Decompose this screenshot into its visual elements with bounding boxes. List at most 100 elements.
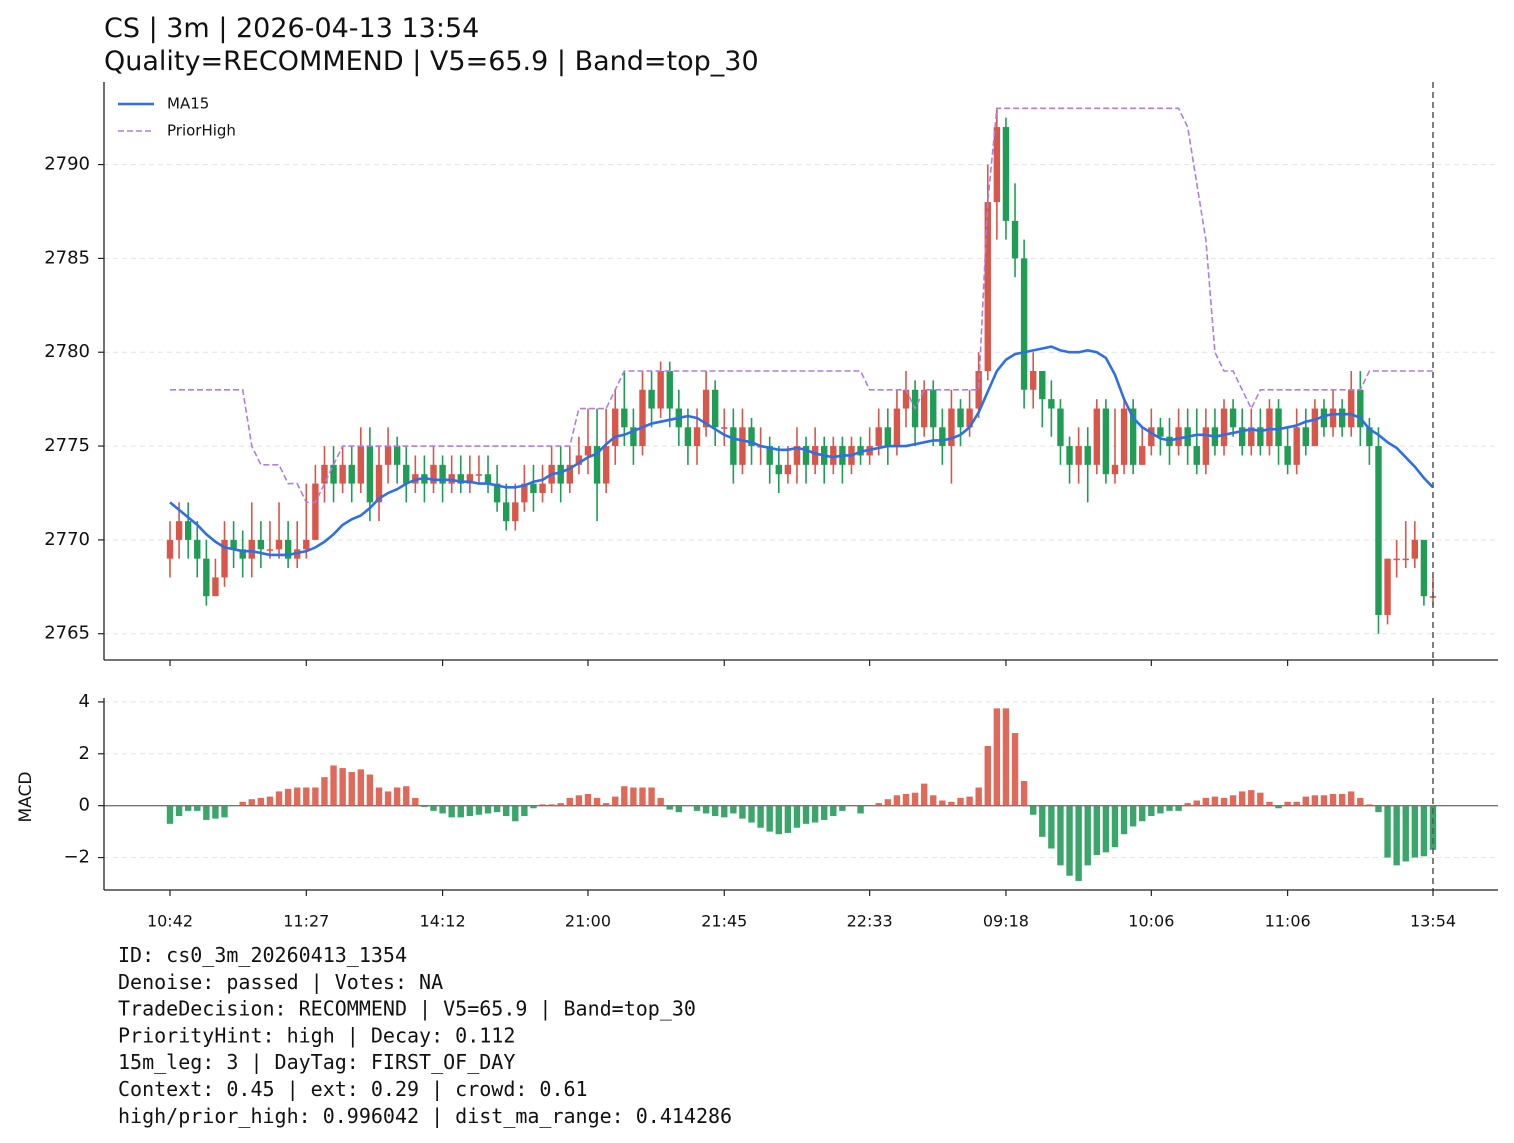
- x-tick-label: 10:06: [1128, 912, 1174, 931]
- bar: [830, 805, 837, 817]
- candle-body: [1384, 558, 1391, 615]
- candle-body: [693, 427, 701, 447]
- candle-body: [457, 474, 464, 484]
- candle-body: [575, 455, 583, 465]
- info-line: Denoise: passed | Votes: NA: [118, 970, 443, 994]
- candle-body: [557, 464, 564, 484]
- info-line: PriorityHint: high | Decay: 0.112: [118, 1023, 515, 1047]
- candle-body: [1338, 408, 1346, 428]
- candle-body: [939, 427, 946, 447]
- bar: [557, 803, 564, 806]
- legend-label: PriorHigh: [167, 122, 236, 140]
- bar: [1148, 805, 1155, 817]
- candle-body: [984, 202, 991, 371]
- bar: [775, 805, 782, 835]
- bar: [920, 783, 928, 806]
- candle-body: [1402, 558, 1409, 561]
- bar: [975, 787, 982, 806]
- candle-body: [1193, 446, 1200, 465]
- candle-body: [1102, 408, 1110, 475]
- y-tick-label: 0: [79, 795, 90, 816]
- bar: [512, 805, 519, 822]
- bar: [1020, 781, 1028, 806]
- candle-body: [484, 474, 492, 484]
- candle-body: [1238, 427, 1246, 447]
- x-tick-label: 09:18: [983, 912, 1029, 931]
- bar: [1102, 805, 1110, 853]
- candle-body: [1220, 408, 1228, 447]
- bar: [466, 805, 474, 817]
- info-line: high/prior_high: 0.996042 | dist_ma_rang…: [118, 1104, 732, 1128]
- bar: [1002, 708, 1010, 806]
- bar: [911, 792, 919, 806]
- bar: [1402, 805, 1409, 862]
- bar: [1066, 805, 1073, 876]
- bar: [1048, 805, 1055, 849]
- chart-subtitle: Quality=RECOMMEND | V5=65.9 | Band=top_3…: [104, 46, 759, 77]
- candle-body: [166, 539, 174, 559]
- bar: [475, 805, 483, 815]
- bar: [1139, 805, 1146, 822]
- bar: [1039, 805, 1046, 837]
- bar: [1329, 794, 1337, 806]
- candle-body: [1275, 408, 1282, 447]
- bar: [984, 746, 991, 806]
- bar: [312, 787, 319, 806]
- candle-body: [1248, 427, 1255, 447]
- candle-body: [212, 577, 219, 597]
- candle-body: [621, 408, 628, 428]
- candle-body: [948, 408, 955, 447]
- bar: [821, 805, 828, 820]
- bar: [584, 794, 592, 806]
- candle-body: [957, 408, 964, 428]
- bar: [284, 788, 292, 806]
- candle-body: [1039, 371, 1046, 400]
- candle-body: [384, 446, 392, 465]
- candle-body: [684, 427, 692, 447]
- bar: [175, 805, 183, 817]
- y-tick-label: −2: [63, 847, 90, 868]
- candle-body: [648, 389, 655, 409]
- candle-body: [512, 502, 519, 522]
- bar: [212, 805, 219, 819]
- x-tick-label: 21:00: [565, 912, 611, 931]
- bar: [1075, 805, 1082, 881]
- bar: [1011, 733, 1019, 806]
- y-axis-label: MACD: [16, 772, 36, 823]
- bar: [530, 805, 537, 809]
- x-tick-label: 21:45: [701, 912, 747, 931]
- info-line: 15m_leg: 3 | DayTag: FIRST_OF_DAY: [118, 1050, 515, 1074]
- candle-body: [430, 464, 437, 484]
- candle-body: [1084, 446, 1091, 465]
- bar: [1057, 805, 1064, 866]
- candle-body: [657, 371, 664, 409]
- candle-body: [584, 446, 592, 456]
- candle-body: [502, 502, 510, 522]
- bar: [648, 787, 655, 806]
- candle-body: [566, 464, 573, 484]
- y-tick-label: 2785: [44, 247, 90, 268]
- candle-body: [1139, 446, 1146, 465]
- bar: [275, 791, 283, 806]
- candle-body: [784, 464, 792, 475]
- bar: [730, 805, 737, 814]
- bar: [884, 799, 892, 806]
- bar: [630, 787, 637, 806]
- candle-body: [721, 427, 728, 429]
- bar: [966, 796, 973, 806]
- bar: [1257, 792, 1264, 806]
- bar: [403, 786, 410, 806]
- candle-body: [1075, 446, 1082, 465]
- candle-body: [1266, 408, 1273, 447]
- bar: [566, 797, 573, 806]
- candle-body: [1093, 408, 1101, 465]
- bar: [1411, 805, 1419, 858]
- bar: [575, 795, 583, 806]
- candle-body: [403, 464, 410, 484]
- candle-body: [1148, 427, 1155, 447]
- x-tick-label: 14:12: [420, 912, 466, 931]
- candle-body: [1111, 464, 1119, 475]
- bar: [1384, 805, 1391, 858]
- bar: [1302, 796, 1309, 806]
